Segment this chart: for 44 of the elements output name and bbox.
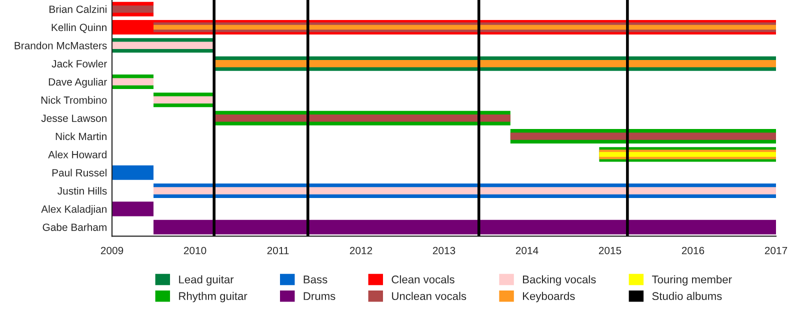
legend-label: Bass <box>304 276 328 284</box>
y-tick-label: Jesse Lawson <box>41 114 106 122</box>
legend-label: Unclean vocals <box>392 292 466 300</box>
x-tick-label: 2013 <box>432 246 456 254</box>
legend-label: Studio albums <box>652 292 722 300</box>
y-tick-label: Gabe Barham <box>42 223 106 231</box>
y-tick-label: Alex Kaladjian <box>41 205 106 215</box>
legend-label: Keyboards <box>523 292 575 302</box>
x-tick-label: 2011 <box>267 246 289 254</box>
bar <box>112 42 215 50</box>
x-tick-label: 2015 <box>598 246 622 254</box>
y-tick-label: Paul Russel <box>52 168 106 176</box>
bar <box>154 220 776 234</box>
x-tick-label: 2017 <box>764 246 788 254</box>
x-tick-label: 2016 <box>682 246 704 254</box>
bar <box>214 60 776 68</box>
y-tick-label: Nick Trombino <box>41 96 107 104</box>
y-tick-label: Alex Howard <box>48 150 106 158</box>
bar <box>214 114 510 122</box>
x-tick-label: 2014 <box>516 246 538 254</box>
legend-label: Drums <box>304 292 336 300</box>
y-tick-label: Brian Calzini <box>50 5 106 13</box>
bar <box>112 5 154 13</box>
y-tick-label: Dave Aguliar <box>48 78 107 88</box>
y-tick-label: Justin Hills <box>58 186 107 195</box>
x-tick-label: 2010 <box>184 246 206 254</box>
x-tick-label: 2009 <box>100 246 124 254</box>
bar <box>510 132 776 140</box>
legend-label: Backing vocals <box>523 275 596 286</box>
bar <box>154 187 776 194</box>
y-tick-label: Kellin Quinn <box>52 23 106 33</box>
legend-label: Clean vocals <box>392 275 454 284</box>
x-tick-label: 2012 <box>350 246 372 254</box>
y-tick-label: Brandon McMasters <box>14 42 107 50</box>
bar <box>154 96 215 104</box>
legend-label: Rhythm guitar <box>179 292 248 302</box>
bar <box>112 202 154 216</box>
legend-label: Touring member <box>652 275 732 286</box>
legend-label: Lead guitar <box>179 275 234 286</box>
y-tick-label: Nick Martin <box>56 132 106 140</box>
bar <box>112 78 154 86</box>
bar <box>112 165 154 180</box>
bar <box>599 152 776 157</box>
y-tick-label: Jack Fowler <box>52 60 107 68</box>
